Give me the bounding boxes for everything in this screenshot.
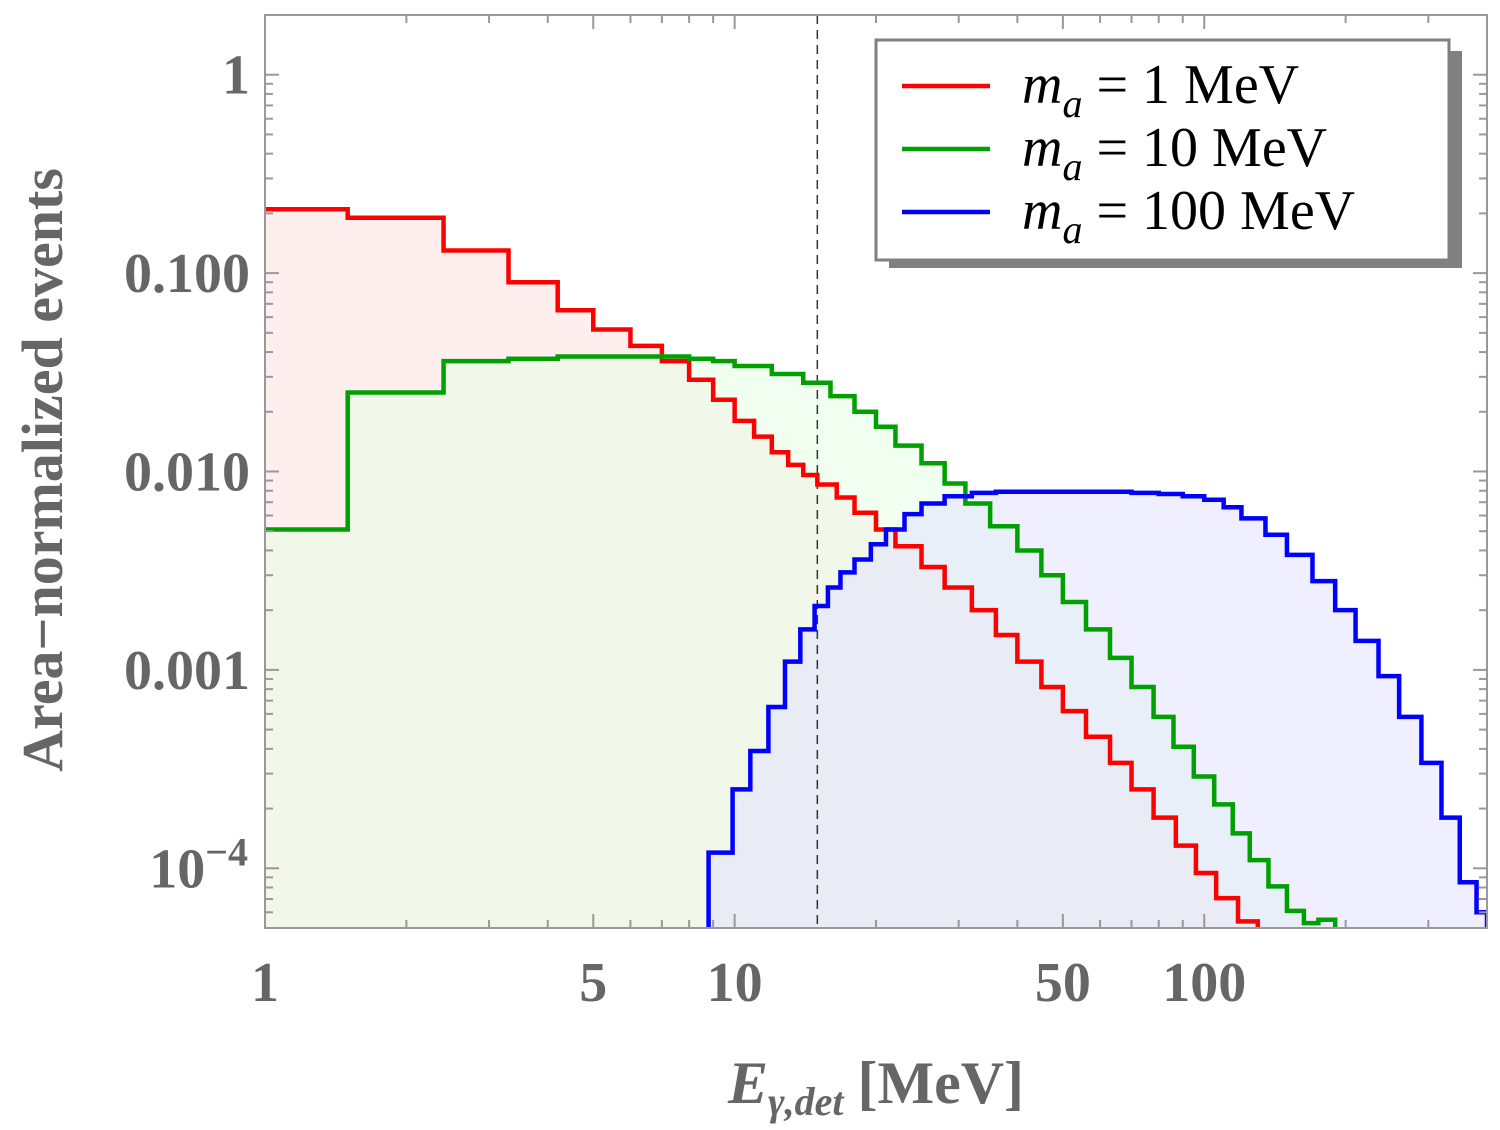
y-tick-label-base: 10 <box>149 838 205 900</box>
x-tick-labels: 1 5 10 50 100 <box>251 952 1246 1014</box>
y-tick-label: 1 <box>222 45 250 107</box>
legend-symbol: m <box>1022 54 1062 116</box>
x-axis-title: Eγ,det [MeV] <box>727 1050 1024 1124</box>
series-fills <box>265 209 1487 928</box>
series-2-line <box>706 489 1487 928</box>
y-tick-label: 10−4 <box>149 829 248 900</box>
x-axis-title-sub: γ,det <box>768 1079 845 1124</box>
x-tick-label: 5 <box>579 952 607 1014</box>
x-tick-label: 1 <box>251 952 279 1014</box>
legend-label-1: ma = 10 MeV <box>1022 117 1327 189</box>
legend-rest: = 1 MeV <box>1082 54 1299 116</box>
y-tick-label: 0.100 <box>124 243 250 305</box>
axis-ticks <box>264 14 1488 929</box>
y-tick-label: 0.010 <box>124 442 250 504</box>
x-tick-label: 50 <box>1035 952 1091 1014</box>
series-lines <box>265 206 1487 928</box>
legend-rest: = 100 MeV <box>1082 180 1355 242</box>
legend-subscript: a <box>1062 207 1082 252</box>
svg-text:Eγ,det[MeV]: Eγ,det [MeV] <box>727 1050 1024 1124</box>
x-tick-label: 10 <box>707 952 763 1014</box>
series-1-line <box>265 354 1338 928</box>
legend-label-0: ma = 1 MeV <box>1022 54 1299 126</box>
plot-area <box>264 14 1488 929</box>
y-tick-labels: 1 0.100 0.010 0.001 10−4 <box>124 45 250 901</box>
x-axis-title-main: E <box>727 1050 768 1116</box>
legend-label-2: ma = 100 MeV <box>1022 180 1355 252</box>
series-0-line <box>265 206 1261 928</box>
x-axis-title-unit: [MeV] <box>857 1050 1024 1116</box>
y-tick-label-exponent: −4 <box>205 829 248 874</box>
legend-subscript: a <box>1062 81 1082 126</box>
y-axis-title: Area−normalized events <box>10 168 75 772</box>
legend-symbol: m <box>1022 180 1062 242</box>
legend-symbol: m <box>1022 117 1062 179</box>
legend-rest: = 10 MeV <box>1082 117 1327 179</box>
legend-subscript: a <box>1062 144 1082 189</box>
y-tick-label: 0.001 <box>124 640 250 702</box>
x-tick-label: 100 <box>1162 952 1246 1014</box>
series-2-fill <box>708 491 1487 928</box>
